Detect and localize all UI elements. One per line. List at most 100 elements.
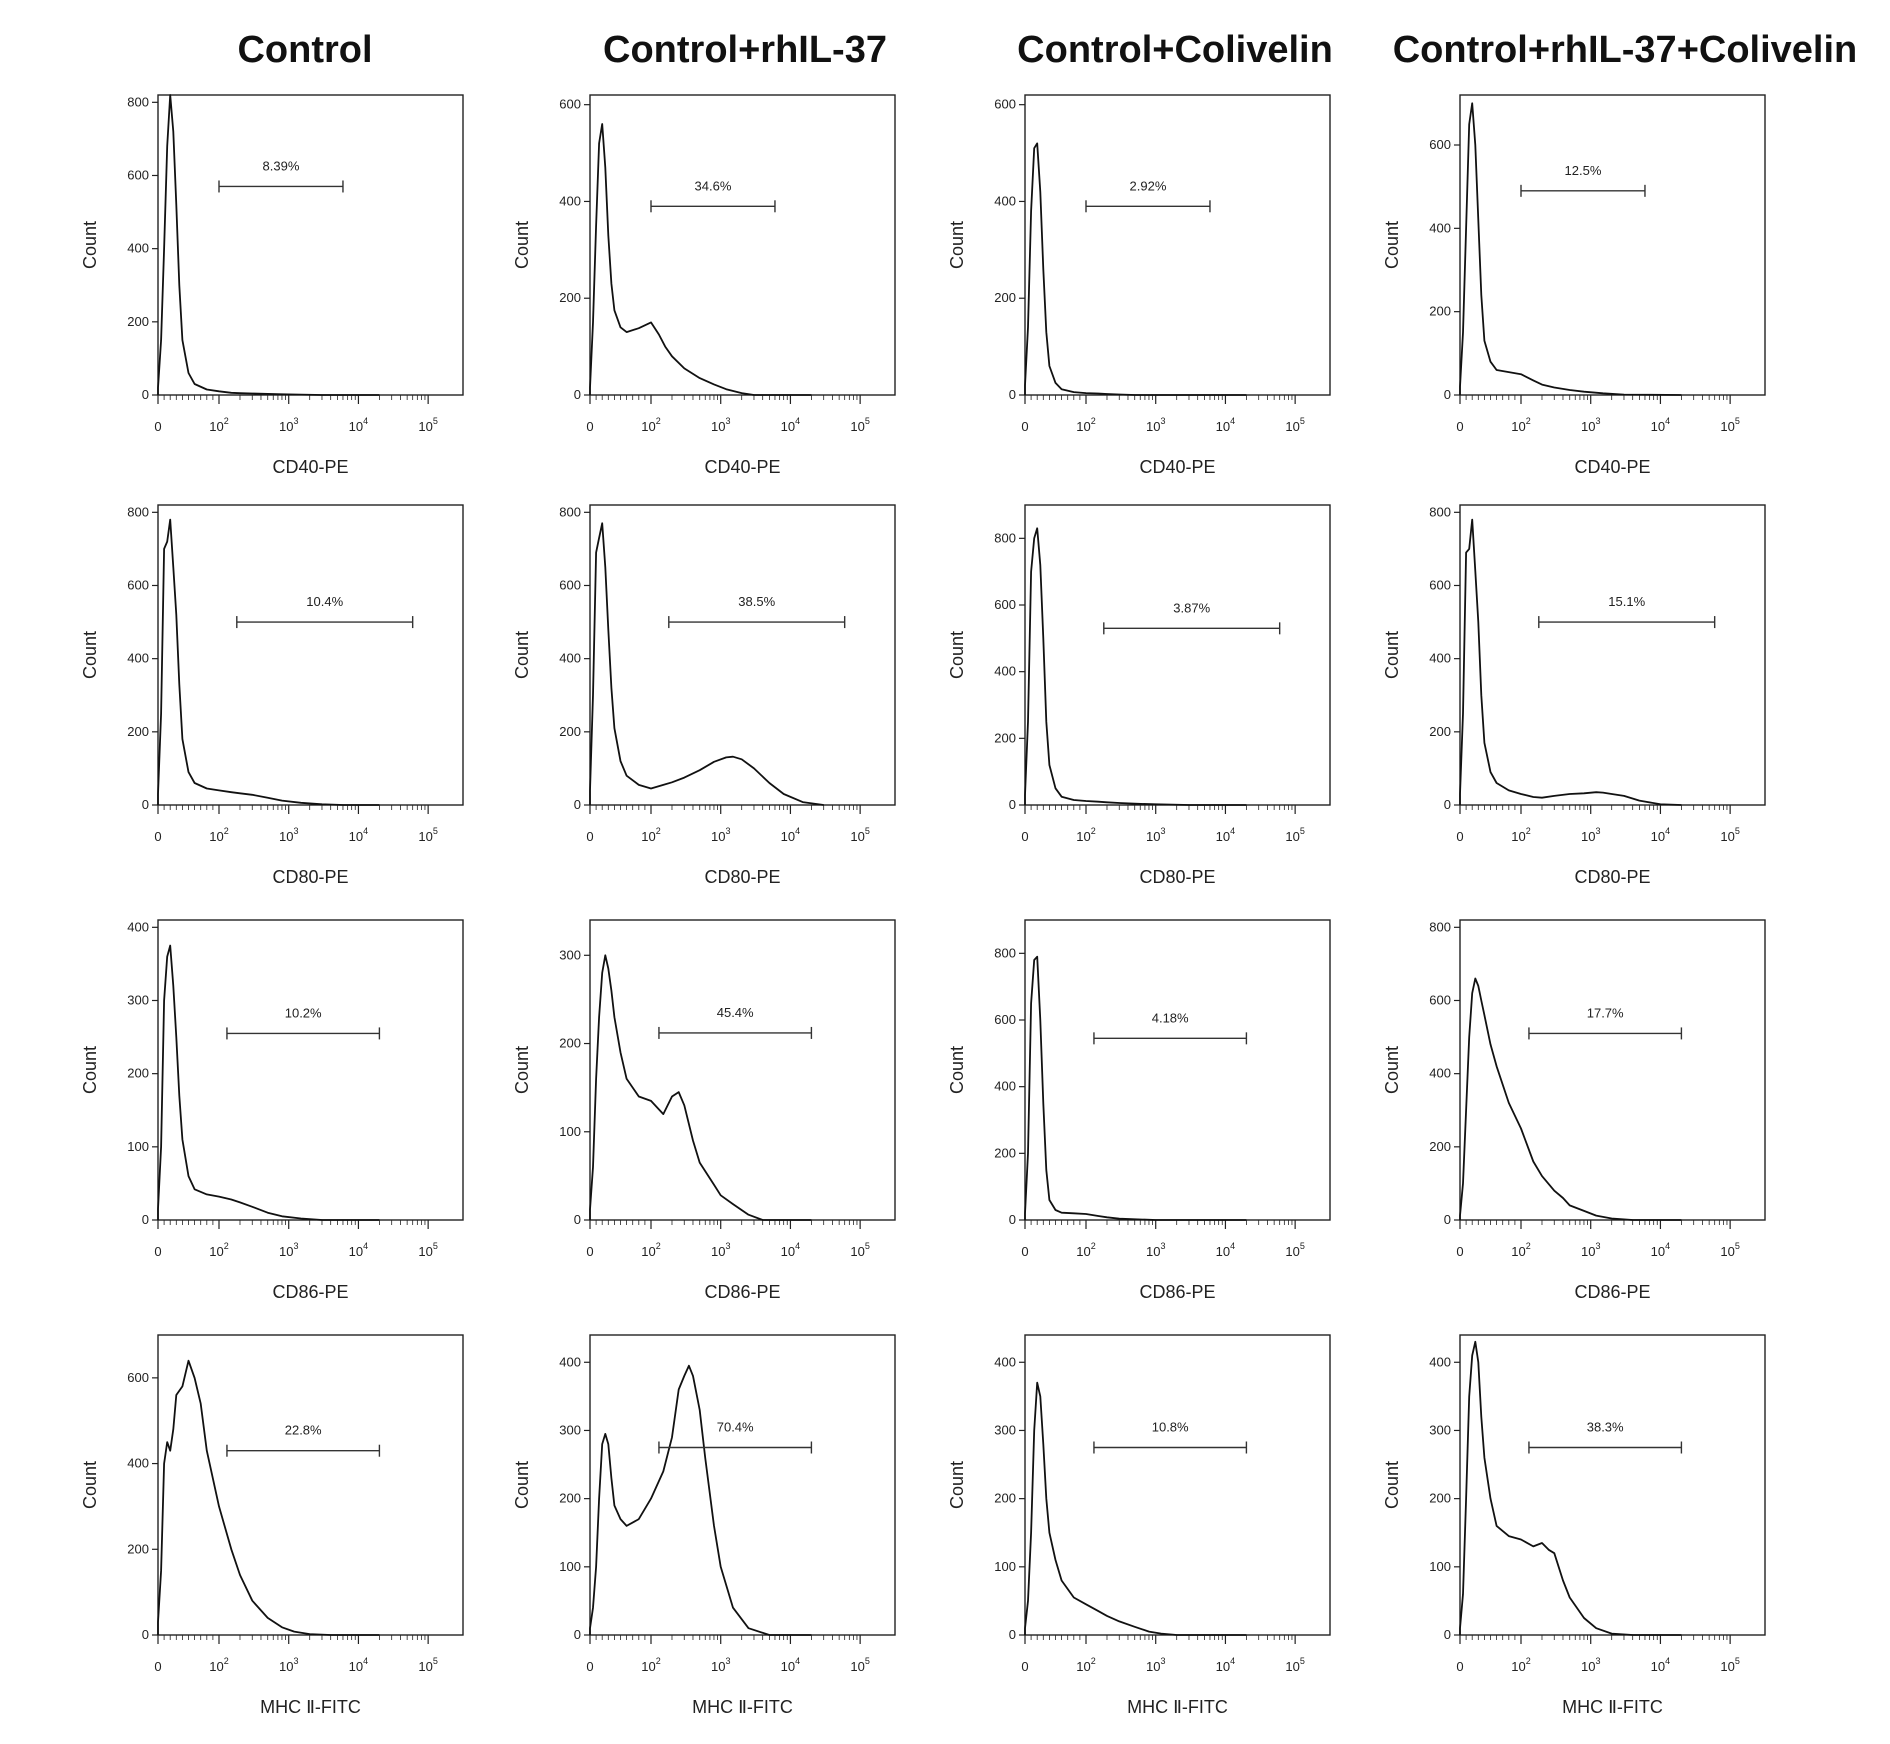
x-tick-label: 102	[641, 1241, 660, 1259]
x-tick-label: 0	[586, 829, 593, 844]
x-tick-label: 102	[1076, 416, 1095, 434]
x-tick-label: 104	[1651, 826, 1670, 844]
x-tick-label: 0	[154, 419, 161, 434]
gate-percent-label: 22.8%	[285, 1423, 322, 1438]
y-tick-label: 600	[559, 577, 581, 592]
x-tick-label: 105	[1720, 1241, 1739, 1259]
plot-frame	[1459, 919, 1766, 1221]
histogram-panel: 0 200 400 600 800 Count 0 102 103 104 105 CD86-PE 17…	[1382, 919, 1766, 1302]
x-tick-label: 104	[349, 1241, 368, 1259]
y-tick-label: 800	[127, 504, 149, 519]
y-axis-label: Count	[1382, 1046, 1402, 1094]
y-tick-label: 400	[127, 919, 149, 934]
gate-percent-label: 10.2%	[285, 1005, 322, 1020]
x-tick-label: 103	[279, 1241, 298, 1259]
y-axis-label: Count	[512, 1046, 532, 1094]
y-tick-label: 0	[1444, 797, 1451, 812]
y-tick-label: 0	[1009, 1212, 1016, 1227]
y-tick-label: 200	[994, 1145, 1016, 1160]
x-tick-label: 102	[209, 1656, 228, 1674]
column-header-3: Control+Colivelin	[1017, 28, 1333, 71]
x-tick-label: 102	[641, 1656, 660, 1674]
x-tick-label: 104	[1216, 1656, 1235, 1674]
y-tick-label: 400	[127, 241, 149, 256]
x-tick-label: 104	[781, 1656, 800, 1674]
x-axis-label: CD40-PE	[704, 457, 780, 477]
gate-percent-label: 15.1%	[1608, 594, 1645, 609]
x-tick-label: 0	[1456, 1659, 1463, 1674]
plot-frame	[589, 1334, 896, 1636]
y-tick-label: 600	[994, 1012, 1016, 1027]
x-tick-label: 102	[1511, 1241, 1530, 1259]
histogram-panel: 0 200 400 600 800 Count 0 102 103 104 105 CD40-PE 8.…	[80, 94, 464, 477]
y-tick-label: 800	[559, 504, 581, 519]
column-header-1: Control	[237, 28, 373, 71]
y-tick-label: 400	[994, 664, 1016, 679]
y-tick-label: 400	[994, 1354, 1016, 1369]
y-axis-label: Count	[947, 221, 967, 269]
x-tick-label: 104	[349, 1656, 368, 1674]
x-tick-label: 105	[850, 1656, 869, 1674]
y-tick-label: 400	[559, 1354, 581, 1369]
x-tick-label: 103	[711, 1656, 730, 1674]
y-tick-label: 100	[1429, 1559, 1451, 1574]
x-tick-label: 0	[1021, 829, 1028, 844]
x-axis-label: CD86-PE	[272, 1282, 348, 1302]
x-tick-label: 0	[1456, 419, 1463, 434]
column-header-2: Control+rhIL-37	[603, 28, 887, 71]
x-tick-label: 104	[781, 826, 800, 844]
plot-frame	[1024, 94, 1331, 396]
y-axis-label: Count	[512, 221, 532, 269]
gate-percent-label: 34.6%	[695, 178, 732, 193]
y-tick-label: 600	[1429, 577, 1451, 592]
x-tick-label: 103	[1146, 416, 1165, 434]
y-axis-label: Count	[80, 221, 100, 269]
y-tick-label: 0	[1444, 1212, 1451, 1227]
y-tick-label: 200	[559, 724, 581, 739]
x-tick-label: 104	[349, 416, 368, 434]
y-tick-label: 0	[142, 1627, 149, 1642]
histogram-panel: 0 100 200 300 400 Count 0 102 103 104 105 MHC Ⅱ-FIT…	[947, 1334, 1331, 1717]
y-tick-label: 200	[559, 1036, 581, 1051]
plot-frame	[1024, 1334, 1331, 1636]
y-tick-label: 400	[1429, 651, 1451, 666]
plot-frame	[1459, 1334, 1766, 1636]
x-tick-label: 105	[1285, 1241, 1304, 1259]
x-tick-label: 102	[1076, 1656, 1095, 1674]
gate-percent-label: 3.87%	[1173, 600, 1210, 615]
gate-percent-label: 10.8%	[1152, 1420, 1189, 1435]
plot-frame	[589, 94, 896, 396]
y-tick-label: 200	[1429, 304, 1451, 319]
column-header-4: Control+rhIL-37+Colivelin	[1392, 28, 1858, 71]
y-tick-label: 0	[1009, 797, 1016, 812]
x-tick-label: 102	[1511, 416, 1530, 434]
histogram-curve	[1024, 1381, 1247, 1636]
y-tick-label: 800	[1429, 504, 1451, 519]
histogram-curve	[157, 518, 380, 806]
x-tick-label: 102	[209, 416, 228, 434]
x-tick-label: 0	[586, 419, 593, 434]
histogram-panel: 0 200 400 600 Count 0 102 103 104 105 CD40-PE 12.5%	[1382, 94, 1766, 477]
y-tick-label: 300	[1429, 1422, 1451, 1437]
x-axis-label: CD40-PE	[1139, 457, 1215, 477]
x-axis-label: CD80-PE	[704, 867, 780, 887]
histogram-panel: 0 200 400 600 800 Count 0 102 103 104 105 CD80-PE 38…	[512, 504, 896, 887]
x-tick-label: 104	[1651, 416, 1670, 434]
y-tick-label: 300	[994, 1422, 1016, 1437]
gate-percent-label: 4.18%	[1152, 1010, 1189, 1025]
x-axis-label: MHC Ⅱ-FITC	[1127, 1697, 1228, 1717]
y-tick-label: 0	[1444, 1627, 1451, 1642]
x-tick-label: 105	[418, 416, 437, 434]
x-tick-label: 105	[418, 826, 437, 844]
y-axis-label: Count	[1382, 631, 1402, 679]
y-tick-label: 0	[142, 797, 149, 812]
x-tick-label: 0	[1021, 419, 1028, 434]
y-tick-label: 600	[994, 97, 1016, 112]
x-axis-label: CD80-PE	[1574, 867, 1650, 887]
x-tick-label: 103	[711, 826, 730, 844]
y-tick-label: 600	[994, 597, 1016, 612]
x-tick-label: 105	[1720, 826, 1739, 844]
histogram-curve	[589, 522, 824, 806]
y-tick-label: 200	[994, 290, 1016, 305]
